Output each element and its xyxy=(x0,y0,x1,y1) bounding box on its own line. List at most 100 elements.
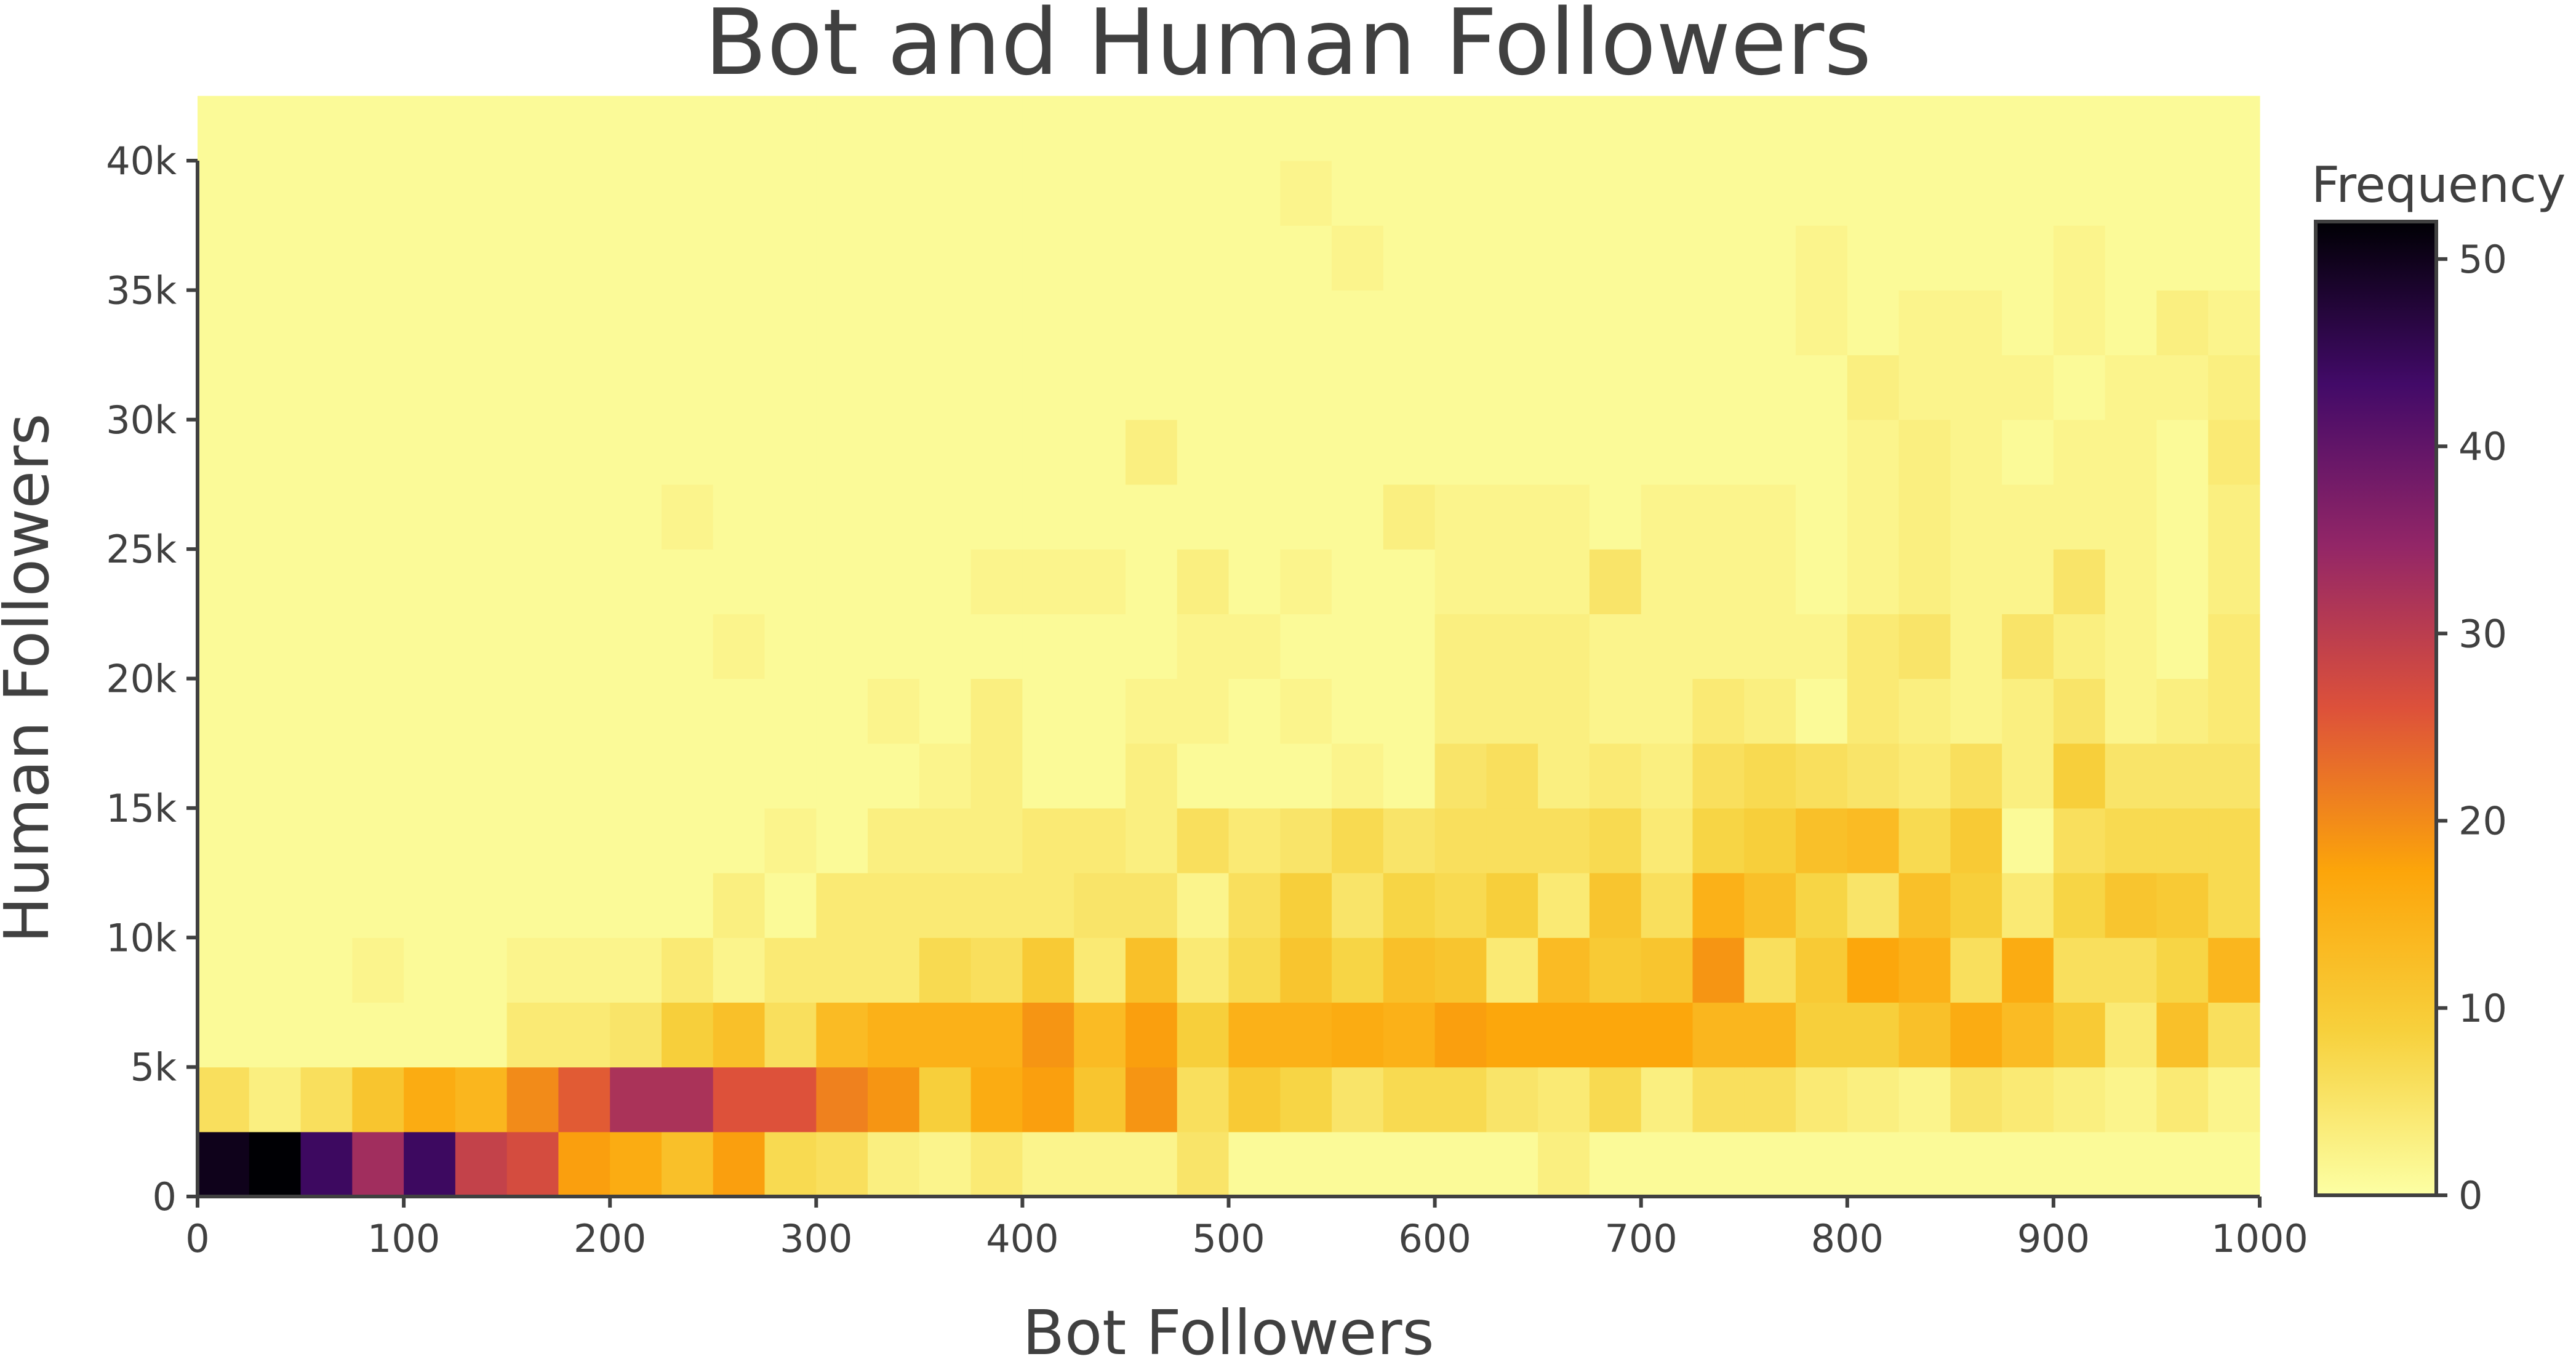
heatmap-cell xyxy=(1228,1002,1281,1068)
heatmap-cell xyxy=(816,549,868,614)
heatmap-cell xyxy=(455,1002,508,1068)
heatmap-cell xyxy=(404,937,456,1003)
heatmap-cell xyxy=(1125,549,1178,614)
heatmap-cell xyxy=(764,1067,817,1132)
heatmap-cell xyxy=(919,95,972,161)
heatmap-cell xyxy=(249,937,302,1003)
heatmap-cell xyxy=(1847,225,1900,291)
heatmap-cell xyxy=(1744,1131,1796,1197)
heatmap-cell xyxy=(1177,161,1230,226)
heatmap-cell xyxy=(249,1067,302,1132)
heatmap-cell xyxy=(1692,614,1745,680)
heatmap-cell xyxy=(1383,678,1436,744)
heatmap-cell xyxy=(970,743,1023,809)
heatmap-cell xyxy=(1486,225,1538,291)
heatmap-cell xyxy=(1538,1002,1590,1068)
heatmap-cell xyxy=(1898,1067,1951,1132)
heatmap-cell xyxy=(1692,549,1745,614)
heatmap-cell xyxy=(1383,1067,1436,1132)
heatmap-cell xyxy=(610,1002,662,1068)
heatmap-cell xyxy=(2208,873,2260,938)
heatmap-cell xyxy=(1898,937,1951,1003)
heatmap-cell xyxy=(1950,95,2002,161)
heatmap-cell xyxy=(816,225,868,291)
heatmap-cell xyxy=(1692,161,1745,226)
heatmap-cell xyxy=(2156,678,2209,744)
heatmap-cell xyxy=(506,614,559,680)
heatmap-cell xyxy=(1641,95,1694,161)
heatmap-cell xyxy=(1434,614,1487,680)
heatmap-cell xyxy=(1074,1067,1126,1132)
heatmap-cell xyxy=(1434,419,1487,485)
heatmap-cell xyxy=(249,95,302,161)
heatmap-cell xyxy=(455,743,508,809)
heatmap-cell xyxy=(352,95,404,161)
heatmap-cell xyxy=(2053,161,2106,226)
heatmap-cell xyxy=(1332,419,1384,485)
heatmap-cell xyxy=(610,808,662,873)
heatmap-cell xyxy=(1228,549,1281,614)
heatmap-cell xyxy=(1125,1067,1178,1132)
heatmap-cell xyxy=(816,161,868,226)
heatmap-cell xyxy=(713,95,766,161)
heatmap-cell xyxy=(2156,614,2209,680)
heatmap-cell xyxy=(816,95,868,161)
heatmap-cell xyxy=(404,808,456,873)
heatmap-cell xyxy=(2105,161,2158,226)
heatmap-cell xyxy=(919,937,972,1003)
heatmap-cell xyxy=(713,290,766,356)
heatmap-cell xyxy=(1125,1131,1178,1197)
heatmap-cell xyxy=(1074,1131,1126,1197)
heatmap-cell xyxy=(1228,614,1281,680)
heatmap-cell xyxy=(1074,161,1126,226)
heatmap-cell xyxy=(1177,419,1230,485)
heatmap-cell xyxy=(404,1131,456,1197)
heatmap-cell xyxy=(1641,678,1694,744)
heatmap-cell xyxy=(455,225,508,291)
heatmap-cell xyxy=(1950,873,2002,938)
heatmap-cell xyxy=(300,614,353,680)
heatmap-cell xyxy=(1022,937,1074,1003)
heatmap-cell xyxy=(300,808,353,873)
heatmap-cell xyxy=(404,873,456,938)
heatmap-cell xyxy=(1796,937,1848,1003)
heatmap-cell xyxy=(249,290,302,356)
heatmap-cell xyxy=(661,161,714,226)
heatmap-cell xyxy=(2105,1067,2158,1132)
heatmap-cell xyxy=(404,419,456,485)
heatmap-cell xyxy=(764,678,817,744)
heatmap-cell xyxy=(816,873,868,938)
heatmap-cell xyxy=(610,873,662,938)
heatmap-cell xyxy=(1434,808,1487,873)
colorbar xyxy=(2314,220,2438,1197)
heatmap-cell xyxy=(1796,549,1848,614)
heatmap-cell xyxy=(868,549,920,614)
heatmap-cell xyxy=(558,95,610,161)
heatmap-cell xyxy=(2002,419,2054,485)
heatmap-cell xyxy=(1074,355,1126,420)
heatmap-cell xyxy=(610,1067,662,1132)
heatmap-cell xyxy=(1332,1067,1384,1132)
heatmap-cell xyxy=(455,419,508,485)
heatmap-cell xyxy=(1589,355,1642,420)
heatmap-cell xyxy=(1796,808,1848,873)
heatmap-cell xyxy=(1383,95,1436,161)
heatmap-cell xyxy=(2002,937,2054,1003)
heatmap-cell xyxy=(1434,1131,1487,1197)
heatmap-cell xyxy=(1177,614,1230,680)
heatmap-cell xyxy=(610,1131,662,1197)
heatmap-cell xyxy=(1280,873,1332,938)
heatmap-cell xyxy=(1177,678,1230,744)
heatmap-cell xyxy=(970,95,1023,161)
heatmap-cell xyxy=(1589,549,1642,614)
heatmap-cell xyxy=(1332,355,1384,420)
heatmap-cell xyxy=(1125,808,1178,873)
heatmap-cell xyxy=(404,1002,456,1068)
heatmap-cell xyxy=(1486,419,1538,485)
y-tick-label: 25k xyxy=(106,527,177,572)
heatmap-cell xyxy=(2208,678,2260,744)
heatmap-cell xyxy=(1177,1131,1230,1197)
heatmap-cell xyxy=(2208,419,2260,485)
heatmap-cell xyxy=(1280,419,1332,485)
